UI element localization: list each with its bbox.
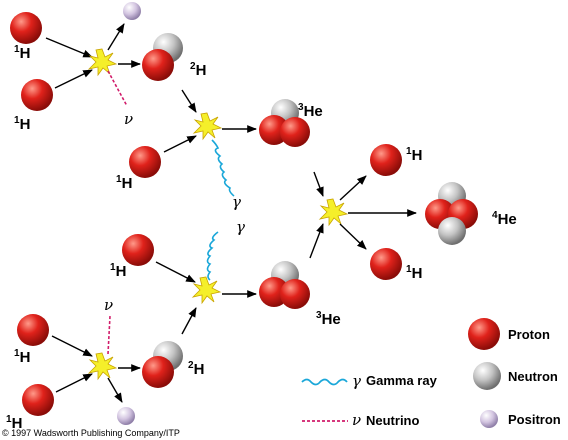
proton-particle (22, 384, 54, 416)
svg-text:4He: 4He (492, 210, 517, 228)
hydrogen-label: H (412, 265, 423, 282)
svg-text:1H: 1H (14, 115, 30, 133)
deuterium-label: H (194, 361, 205, 378)
svg-text:1H: 1H (14, 44, 30, 62)
proton-particle (370, 144, 402, 176)
fusion-flash (193, 112, 222, 140)
proton-particle (142, 49, 174, 81)
legend-gamma-symbol: γ (352, 372, 361, 390)
helium4-label: He (498, 211, 517, 228)
fusion-flash (88, 352, 117, 380)
svg-text:2H: 2H (188, 360, 204, 378)
reaction-1-bottom: ν 1H 1H 2H (6, 296, 204, 432)
hydrogen-label: H (412, 147, 423, 164)
proton-particle (10, 12, 42, 44)
svg-text:1H: 1H (406, 146, 422, 164)
proton-particle (142, 356, 174, 388)
mass-number: 2 (190, 61, 196, 72)
mass-number: 4 (492, 210, 498, 221)
neutrino-path (107, 315, 111, 355)
legend-neutron-swatch (473, 362, 501, 390)
svg-text:3He: 3He (298, 102, 323, 120)
mass-number: 1 (6, 414, 12, 425)
mass-number: 1 (110, 262, 116, 273)
neutrino-symbol: ν (124, 110, 133, 128)
proton-particle (21, 79, 53, 111)
legend-proton-label: Proton (508, 327, 550, 342)
mass-number: 2 (188, 360, 194, 371)
svg-text:1H: 1H (406, 264, 422, 282)
hydrogen-label: H (116, 263, 127, 280)
svg-text:1H: 1H (116, 174, 132, 192)
hydrogen-label: H (20, 116, 31, 133)
legend-gamma-label: Gamma ray (366, 373, 438, 388)
neutron-particle (438, 217, 466, 245)
reaction-1-top: ν 1H 1H 2H (10, 2, 206, 133)
fusion-flash (319, 198, 348, 226)
neutrino-path (107, 70, 128, 107)
legend: γ Gamma ray ν Neutrino Proton Neutron Po… (301, 318, 561, 429)
legend-positron-swatch (480, 410, 498, 428)
neutrino-symbol: ν (104, 296, 113, 314)
mass-number: 1 (14, 115, 20, 126)
gamma-symbol: γ (232, 193, 241, 211)
hydrogen-label: H (20, 45, 31, 62)
proton-particle (129, 146, 161, 178)
proton-particle (280, 279, 310, 309)
mass-number: 1 (116, 174, 122, 185)
proton-particle (280, 117, 310, 147)
mass-number: 3 (316, 310, 322, 321)
mass-number: 1 (406, 146, 412, 157)
svg-text:1H: 1H (6, 414, 22, 432)
deuterium-label: H (196, 62, 207, 79)
legend-positron-label: Positron (508, 412, 561, 427)
gamma-ray-wave (211, 139, 235, 197)
mass-number: 1 (406, 264, 412, 275)
mass-number: 1 (14, 348, 20, 359)
legend-neutrino-label: Neutrino (366, 413, 420, 428)
gamma-ray-wave (206, 231, 219, 281)
legend-gamma-wave (301, 378, 348, 386)
fusion-flash (192, 276, 221, 304)
copyright-notice: © 1997 Wadsworth Publishing Company/ITP (2, 428, 180, 438)
legend-neutrino-symbol: ν (352, 411, 361, 429)
mass-number: 1 (14, 44, 20, 55)
legend-neutron-label: Neutron (508, 369, 558, 384)
hydrogen-label: H (20, 349, 31, 366)
hydrogen-label: H (122, 175, 133, 192)
svg-text:3He: 3He (316, 310, 341, 328)
reaction-3-final: 1H 1H 4He (309, 144, 517, 282)
helium3-label: He (322, 311, 341, 328)
proton-particle (370, 248, 402, 280)
svg-text:2H: 2H (190, 61, 206, 79)
positron-particle (117, 407, 135, 425)
reaction-2-bottom: γ 3He 1H (110, 218, 341, 335)
svg-text:1H: 1H (14, 348, 30, 366)
svg-text:1H: 1H (110, 262, 126, 280)
mass-number: 3 (298, 102, 304, 113)
proton-particle (17, 314, 49, 346)
positron-particle (123, 2, 141, 20)
fusion-flash (88, 48, 117, 76)
helium3-label: He (304, 103, 323, 120)
legend-proton-swatch (468, 318, 500, 350)
gamma-symbol: γ (236, 218, 245, 236)
hydrogen-label: H (12, 415, 23, 432)
reaction-2-top: γ 3He 1H (116, 89, 323, 211)
proton-particle (122, 234, 154, 266)
